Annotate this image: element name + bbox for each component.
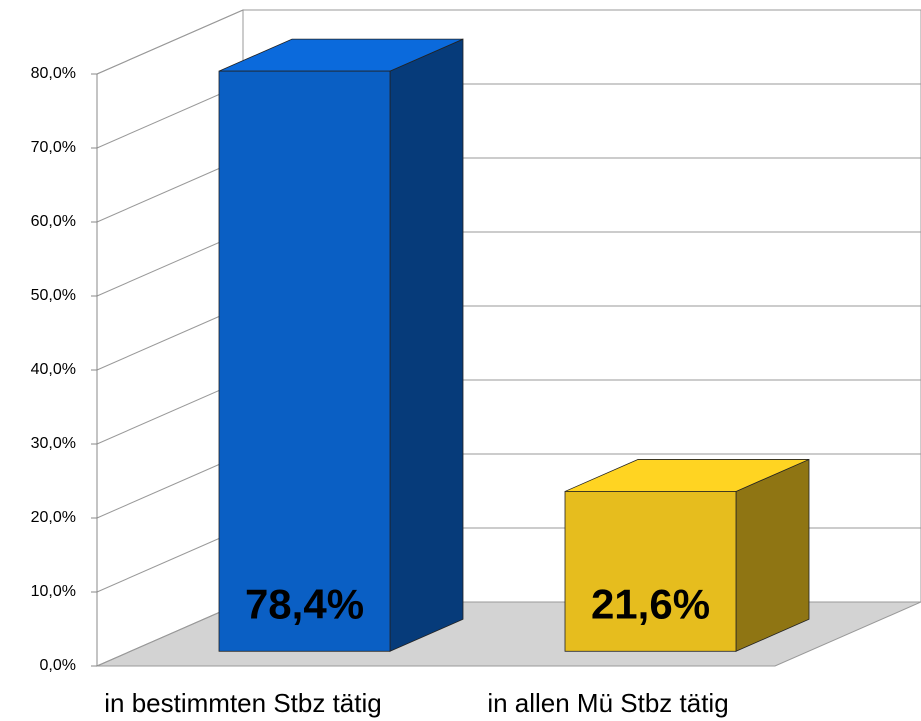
y-tick-label: 80,0% xyxy=(31,65,76,82)
grid-line xyxy=(96,9,244,75)
y-tick-label: 70,0% xyxy=(31,139,76,156)
data-label: 78,4% xyxy=(245,580,364,627)
bar-side xyxy=(735,458,810,652)
y-tick-label: 60,0% xyxy=(31,213,76,230)
bar xyxy=(564,491,737,652)
bar-side xyxy=(389,38,464,652)
data-label: 21,6% xyxy=(591,580,710,627)
y-tick-label: 50,0% xyxy=(31,287,76,304)
x-tick-label: in allen Mü Stbz tätig xyxy=(487,688,728,718)
bar xyxy=(218,70,391,652)
y-tick-label: 40,0% xyxy=(31,361,76,378)
y-tick-label: 0,0% xyxy=(40,657,76,674)
x-tick-label: in bestimmten Stbz tätig xyxy=(104,688,381,718)
y-tick-label: 10,0% xyxy=(31,583,76,600)
y-tick-label: 30,0% xyxy=(31,435,76,452)
y-tick-label: 20,0% xyxy=(31,509,76,526)
